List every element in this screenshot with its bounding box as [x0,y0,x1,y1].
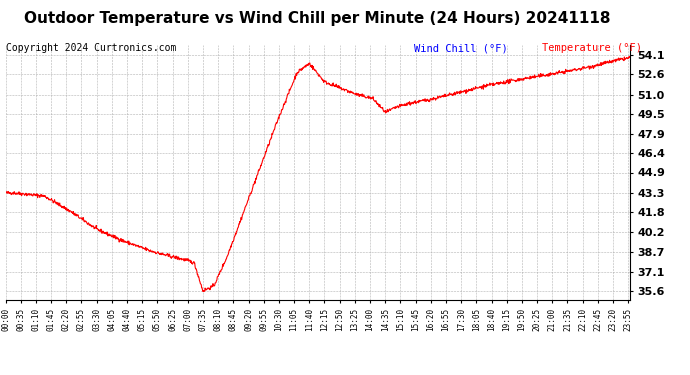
Text: Temperature (°F): Temperature (°F) [542,43,642,53]
Text: Copyright 2024 Curtronics.com: Copyright 2024 Curtronics.com [6,43,176,53]
Text: Wind Chill (°F): Wind Chill (°F) [414,43,508,53]
Text: Outdoor Temperature vs Wind Chill per Minute (24 Hours) 20241118: Outdoor Temperature vs Wind Chill per Mi… [24,11,611,26]
